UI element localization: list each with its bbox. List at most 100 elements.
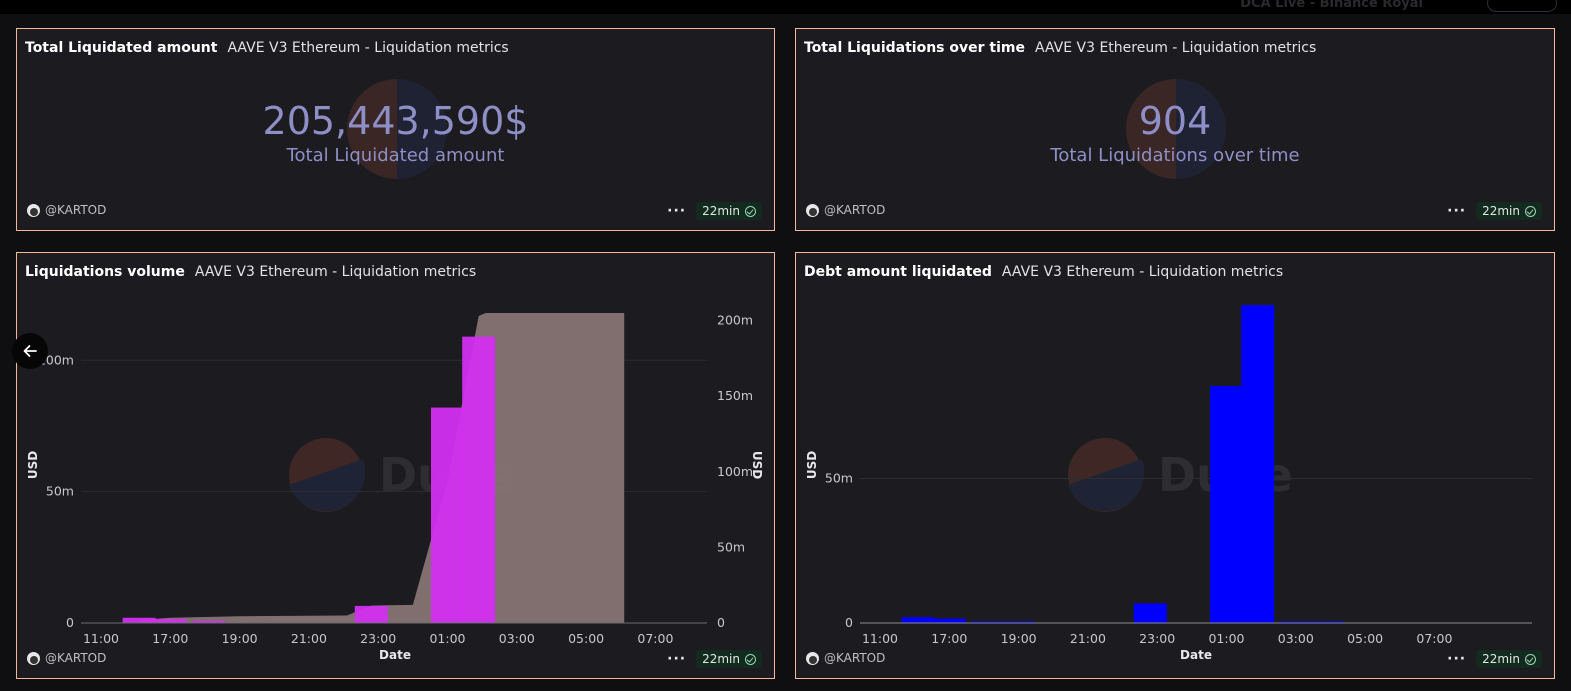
panel-total-liquidated-amount: Total Liquidated amount AAVE V3 Ethereum … [16,28,775,231]
panel-footer-actions: ··· 22min [667,202,762,220]
panel-title: Debt amount liquidated AAVE V3 Ethereum -… [804,264,1283,280]
panel-title-main[interactable]: Liquidations volume [25,264,185,280]
liquidations-volume-chart: Dune 050m100m050m100m150m200m11:0017:001… [26,313,764,662]
x-tick-label: 21:00 [1070,631,1106,646]
author-name: @KARTOD [45,651,107,665]
x-axis-title: Date [379,648,411,662]
x-tick-label: 07:00 [1416,631,1452,646]
panel-title-query[interactable]: AAVE V3 Ethereum - Liquidation metrics [1034,40,1317,56]
debt-bar [1279,621,1313,623]
panel-title-query[interactable]: AAVE V3 Ethereum - Liquidation metrics [227,40,509,56]
volume-bar [153,619,187,623]
debt-bar [1133,603,1167,623]
author-link[interactable]: @KARTOD [27,651,106,665]
refresh-time: 22min [1482,652,1520,666]
counter-value: 904 [1138,99,1212,143]
x-tick-label: 05:00 [1347,631,1383,646]
y-axis-title: USD [26,451,40,479]
volume-bar [191,620,225,623]
counter-value: 205,443,590$ [262,99,529,143]
panel-title-query[interactable]: AAVE V3 Ethereum - Liquidation metrics [194,264,477,280]
debt-bar [1210,385,1243,623]
dune-logo-watermark-icon [347,79,447,179]
x-tick-label: 23:00 [1139,631,1175,646]
check-circle-icon [1525,205,1536,217]
debt-bar [1241,305,1275,623]
debt-bar [970,621,1004,623]
panel-footer-actions: ··· 22min [1447,202,1542,220]
panel-title: Liquidations volume AAVE V3 Ethereum - Li… [25,264,476,280]
check-circle-icon [745,653,756,665]
panel-footer-actions: ··· 22min [667,650,762,668]
debt-bar [901,617,935,623]
panel-title-main[interactable]: Total Liquidated amount [25,40,218,56]
y-tick-label: 0 [845,615,853,630]
refresh-time: 22min [1482,204,1520,218]
y-tick-label: 50m [46,484,74,499]
x-tick-label: 19:00 [1001,631,1037,646]
counter: 205,443,590$ Total Liquidated amount [17,99,774,169]
x-tick-label: 11:00 [862,631,898,646]
dune-logo-watermark-icon [1126,79,1226,179]
y-tick-label: 0 [66,615,74,630]
y-tick-label: 50m [825,470,853,485]
avatar [27,203,40,217]
back-arrow-button[interactable] [12,333,48,369]
background-toggle [1487,0,1557,12]
panel-debt-amount-liquidated: Debt amount liquidated AAVE V3 Ethereum -… [795,252,1555,679]
panel-title-main[interactable]: Debt amount liquidated [804,264,992,280]
panel-total-liquidations-over-time: Total Liquidations over time AAVE V3 Ethe… [795,28,1555,231]
debt-amount-chart: Dune 050m11:0017:0019:0021:0023:0001:000… [805,305,1532,662]
avatar [27,651,40,665]
more-dots-icon[interactable]: ··· [1447,203,1467,219]
counter-label: Total Liquidated amount [286,145,505,166]
y2-tick-label: 100m [717,464,753,479]
panel-liquidations-volume: Liquidations volume AAVE V3 Ethereum - Li… [16,252,775,679]
author-link[interactable]: @KARTOD [27,203,106,217]
debt-bar [1002,621,1036,623]
x-tick-label: 03:00 [499,631,535,646]
avatar [806,651,819,665]
refresh-badge[interactable]: 22min [696,202,762,220]
y2-axis-title: USD [750,451,764,479]
background-dashboard-title: DCA Live - Binance Royal [1240,0,1423,11]
x-tick-label: 03:00 [1278,631,1314,646]
author-name: @KARTOD [824,651,886,665]
more-dots-icon[interactable]: ··· [667,203,687,219]
counter: 904 Total Liquidations over time [796,99,1554,169]
y2-tick-label: 50m [717,539,745,554]
x-axis-title: Date [1180,648,1212,662]
more-dots-icon[interactable]: ··· [1447,651,1467,667]
x-tick-label: 19:00 [222,631,258,646]
author-name: @KARTOD [824,203,886,217]
refresh-badge[interactable]: 22min [1476,202,1542,220]
panel-footer-actions: ··· 22min [1447,650,1542,668]
top-bar: DCA Live - Binance Royal [0,0,1571,14]
dune-logo-icon-half [289,459,366,512]
cumulative-area [139,313,625,623]
author-link[interactable]: @KARTOD [806,651,885,665]
dune-logo-icon-half [1068,459,1145,512]
refresh-time: 22min [702,652,740,666]
y2-tick-label: 150m [717,388,753,403]
x-tick-label: 23:00 [360,631,396,646]
panel-title: Total Liquidations over time AAVE V3 Ethe… [804,40,1316,56]
x-tick-label: 17:00 [152,631,188,646]
author-link[interactable]: @KARTOD [806,203,885,217]
panel-title-main[interactable]: Total Liquidations over time [804,40,1025,56]
x-tick-label: 21:00 [291,631,327,646]
more-dots-icon[interactable]: ··· [667,651,687,667]
y-axis-title: USD [805,451,819,479]
refresh-badge[interactable]: 22min [696,650,762,668]
debt-bar [932,618,966,623]
volume-bar [354,605,388,623]
avatar [806,203,819,217]
counter-label: Total Liquidations over time [1050,145,1300,166]
panel-title: Total Liquidated amount AAVE V3 Ethereum … [25,40,509,56]
y2-tick-label: 200m [717,313,753,328]
dune-logo-icon [289,438,363,512]
x-tick-label: 17:00 [931,631,967,646]
x-tick-label: 01:00 [429,631,465,646]
refresh-badge[interactable]: 22min [1476,650,1542,668]
panel-title-query[interactable]: AAVE V3 Ethereum - Liquidation metrics [1001,264,1284,280]
